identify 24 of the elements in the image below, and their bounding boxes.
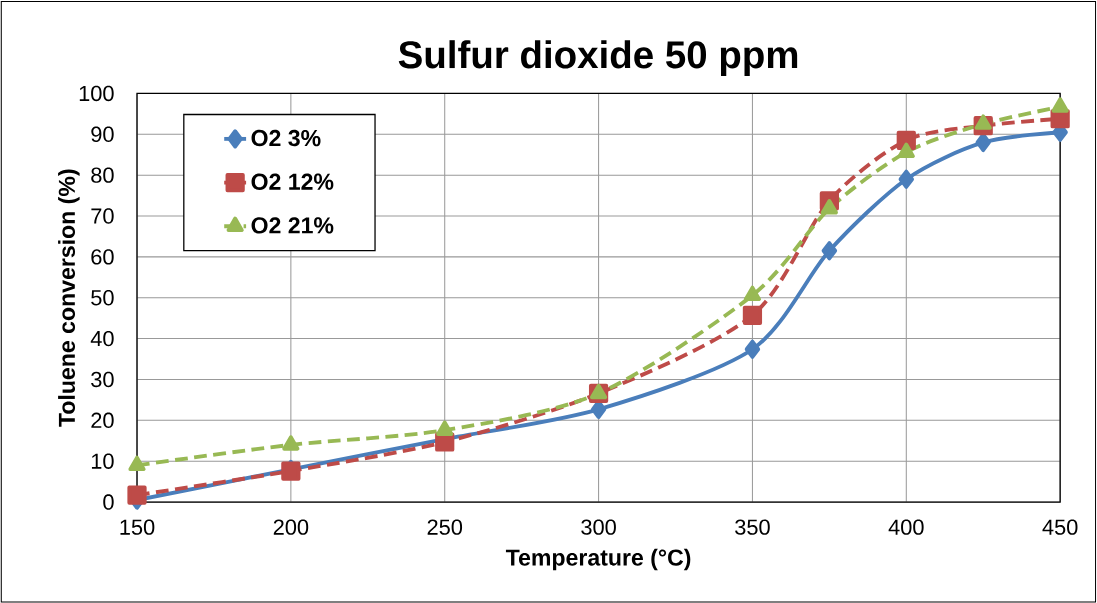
- x-tick-label: 450: [1042, 519, 1078, 535]
- y-tick-label: 60: [91, 249, 114, 265]
- legend-label: O2 12%: [251, 173, 334, 190]
- legend-label: O2 3%: [251, 129, 321, 147]
- x-tick-label: 300: [581, 519, 616, 535]
- y-tick-label: 40: [90, 330, 114, 347]
- y-tick-label: 50: [91, 289, 114, 306]
- y-tick-label: 80: [91, 167, 114, 183]
- y-tick-label: 20: [91, 412, 114, 428]
- x-tick-label: 250: [427, 519, 463, 535]
- legend-label: O2 21%: [251, 217, 334, 234]
- x-tick-label: 400: [888, 519, 924, 535]
- y-tick-label: 100: [79, 85, 114, 102]
- x-tick-label: 150: [120, 519, 155, 535]
- x-tick-label: 350: [735, 519, 770, 535]
- y-tick-label: 90: [91, 126, 114, 142]
- y-tick-label: 70: [91, 208, 114, 224]
- y-tick-label: 0: [103, 494, 114, 510]
- y-tick-label: 30: [91, 371, 114, 388]
- chart-title: Sulfur dioxide 50 ppm: [398, 40, 798, 76]
- x-axis-title: Temperature (°C): [505, 548, 691, 571]
- y-tick-label: 10: [91, 453, 114, 469]
- y-axis-title: Toluene conversion (%): [58, 169, 80, 427]
- x-tick-label: 200: [273, 519, 309, 535]
